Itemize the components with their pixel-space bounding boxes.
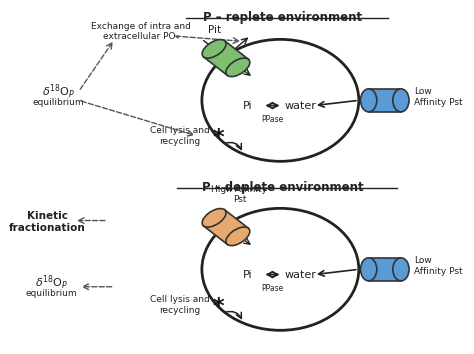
Text: Kinetic
fractionation: Kinetic fractionation bbox=[9, 211, 86, 233]
Text: PPase: PPase bbox=[262, 284, 284, 293]
Text: Low
Affinity Pst: Low Affinity Pst bbox=[414, 256, 463, 275]
Ellipse shape bbox=[361, 258, 377, 281]
Text: equilibrium: equilibrium bbox=[33, 98, 84, 107]
Text: $\delta^{18}$O$_P$: $\delta^{18}$O$_P$ bbox=[35, 274, 68, 292]
Ellipse shape bbox=[202, 209, 226, 227]
Polygon shape bbox=[204, 41, 248, 75]
Ellipse shape bbox=[226, 58, 250, 76]
Ellipse shape bbox=[226, 227, 250, 246]
Text: P – deplete environment: P – deplete environment bbox=[202, 181, 364, 194]
Polygon shape bbox=[369, 258, 401, 281]
Text: Exchange of intra and
extracellular PO₄: Exchange of intra and extracellular PO₄ bbox=[91, 22, 191, 41]
Ellipse shape bbox=[361, 89, 377, 112]
Text: *: * bbox=[213, 297, 224, 317]
Text: High Affinity
Pst: High Affinity Pst bbox=[211, 185, 267, 204]
Text: Pi: Pi bbox=[243, 101, 253, 110]
Text: Low
Affinity Pst: Low Affinity Pst bbox=[414, 87, 463, 107]
Text: Pi: Pi bbox=[243, 269, 253, 280]
Text: water: water bbox=[284, 269, 317, 280]
Ellipse shape bbox=[393, 258, 409, 281]
Text: $\delta^{18}$O$_P$: $\delta^{18}$O$_P$ bbox=[42, 82, 75, 101]
Text: Cell lysis and
recycling: Cell lysis and recycling bbox=[150, 126, 210, 146]
Ellipse shape bbox=[202, 40, 226, 58]
Text: Pit: Pit bbox=[208, 25, 221, 35]
Text: *: * bbox=[213, 128, 224, 148]
Polygon shape bbox=[204, 210, 248, 245]
Text: equilibrium: equilibrium bbox=[26, 289, 78, 298]
Ellipse shape bbox=[393, 89, 409, 112]
Text: water: water bbox=[284, 101, 317, 110]
Text: Cell lysis and
recycling: Cell lysis and recycling bbox=[150, 296, 210, 315]
Polygon shape bbox=[369, 89, 401, 112]
Text: P – replete environment: P – replete environment bbox=[203, 11, 362, 24]
Text: PPase: PPase bbox=[262, 115, 284, 124]
